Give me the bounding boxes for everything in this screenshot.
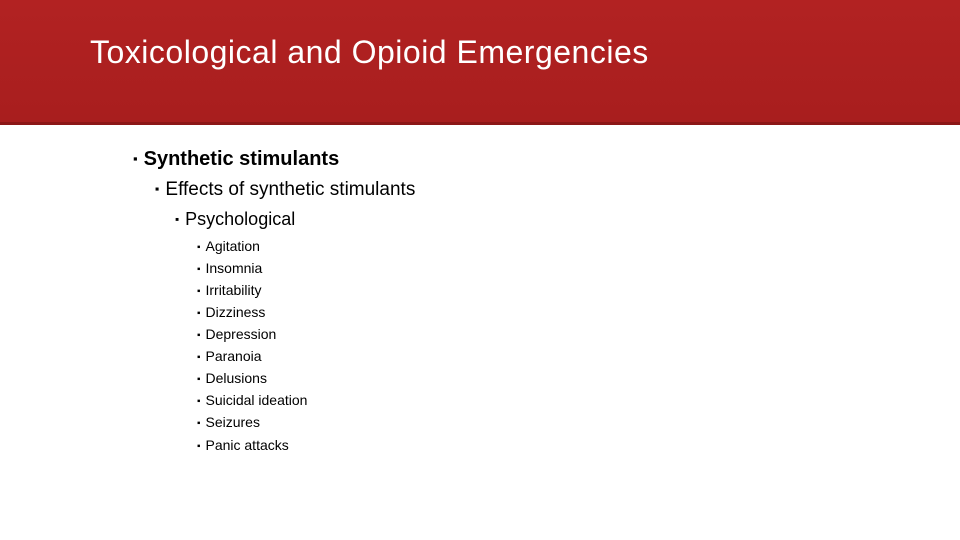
bullet-l4-text: Suicidal ideation: [205, 392, 307, 408]
bullet-level-1: ▪ Synthetic stimulants: [133, 145, 960, 173]
bullet-level-4: ▪ Paranoia: [197, 345, 960, 367]
bullet-icon: ▪: [197, 352, 200, 363]
bullet-icon: ▪: [197, 308, 200, 319]
slide-title: Toxicological and Opioid Emergencies: [90, 34, 960, 71]
bullet-level-4: ▪ Suicidal ideation: [197, 389, 960, 411]
bullet-icon: ▪: [197, 242, 200, 253]
bullet-icon: ▪: [133, 151, 138, 166]
bullet-l2-text: Effects of synthetic stimulants: [165, 179, 415, 200]
bullet-level-4: ▪ Seizures: [197, 411, 960, 433]
bullet-level-4: ▪ Panic attacks: [197, 434, 960, 456]
bullet-l4-text: Seizures: [205, 414, 259, 430]
bullet-icon: ▪: [155, 182, 159, 196]
bullet-l4-text: Delusions: [205, 370, 266, 386]
bullet-level-4-group: ▪ Agitation ▪ Insomnia ▪ Irritability ▪ Dizzine…: [197, 235, 960, 456]
bullet-icon: ▪: [175, 213, 179, 226]
bullet-level-4: ▪ Delusions: [197, 367, 960, 389]
bullet-level-4: ▪ Insomnia: [197, 257, 960, 279]
bullet-level-4: ▪ Irritability: [197, 279, 960, 301]
bullet-icon: ▪: [197, 396, 200, 407]
bullet-l4-text: Depression: [205, 326, 276, 342]
bullet-l4-text: Panic attacks: [205, 437, 288, 453]
bullet-level-4: ▪ Agitation: [197, 235, 960, 257]
slide-header: Toxicological and Opioid Emergencies: [0, 0, 960, 125]
bullet-l3-text: Psychological: [185, 209, 295, 229]
bullet-l4-text: Agitation: [205, 238, 259, 254]
bullet-icon: ▪: [197, 264, 200, 275]
bullet-l4-text: Dizziness: [205, 304, 265, 320]
bullet-icon: ▪: [197, 330, 200, 341]
bullet-icon: ▪: [197, 441, 200, 452]
bullet-level-2: ▪ Effects of synthetic stimulants: [155, 177, 960, 204]
bullet-l1-text: Synthetic stimulants: [144, 148, 340, 170]
bullet-l4-text: Paranoia: [205, 348, 261, 364]
bullet-l4-text: Insomnia: [205, 260, 262, 276]
bullet-icon: ▪: [197, 286, 200, 297]
bullet-l4-text: Irritability: [205, 282, 261, 298]
bullet-level-4: ▪ Dizziness: [197, 301, 960, 323]
bullet-level-4: ▪ Depression: [197, 323, 960, 345]
bullet-level-3: ▪ Psychological: [175, 206, 960, 233]
bullet-icon: ▪: [197, 374, 200, 385]
slide-content: ▪ Synthetic stimulants ▪ Effects of synthe…: [0, 125, 960, 456]
bullet-icon: ▪: [197, 418, 200, 429]
